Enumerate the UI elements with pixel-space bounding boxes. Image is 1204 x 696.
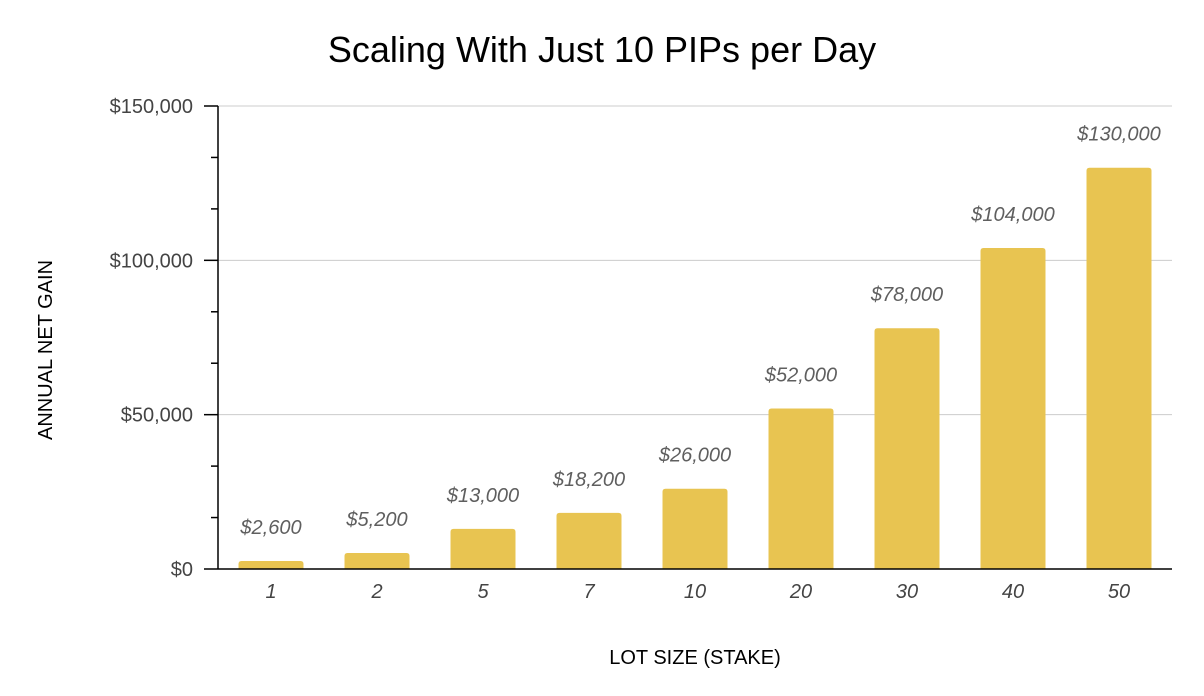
y-tick-label: $100,000	[110, 250, 193, 272]
bar	[768, 408, 834, 569]
x-tick-label: 5	[477, 581, 489, 603]
x-tick-label: 40	[1002, 581, 1024, 603]
y-tick-label: $150,000	[110, 96, 193, 118]
chart-title: Scaling With Just 10 PIPs per Day	[328, 29, 876, 70]
data-label: $130,000	[1076, 124, 1160, 146]
y-axis-title: ANNUAL NET GAIN	[35, 260, 57, 440]
bar	[344, 552, 410, 569]
data-label: $5,200	[345, 509, 407, 531]
data-label: $78,000	[870, 284, 943, 306]
labels: $0 $50,000 $100,000 $150,000 $2,600 1 $5,200 2 $…	[110, 96, 1161, 603]
data-label: $26,000	[658, 445, 731, 467]
bar	[238, 560, 304, 569]
x-tick-label: 1	[265, 581, 276, 603]
y-tick-label: $0	[171, 559, 193, 581]
bar	[450, 528, 516, 569]
x-axis-title: LOT SIZE (STAKE)	[609, 647, 781, 669]
axes	[204, 105, 1172, 570]
bar	[874, 328, 940, 569]
data-label: $18,200	[552, 469, 625, 491]
bar	[556, 512, 622, 569]
x-tick-label: 30	[896, 581, 918, 603]
x-tick-label: 20	[789, 581, 812, 603]
x-tick-label: 10	[684, 581, 706, 603]
bar	[980, 247, 1046, 569]
data-label: $13,000	[446, 485, 519, 507]
bars	[238, 167, 1152, 569]
y-tick-label: $50,000	[121, 405, 193, 427]
data-label: $2,600	[239, 517, 301, 539]
bar	[1086, 167, 1152, 569]
x-tick-label: 7	[583, 581, 595, 603]
bar	[662, 488, 728, 569]
x-tick-label: 2	[370, 581, 382, 603]
data-label: $104,000	[970, 204, 1054, 226]
x-tick-label: 50	[1108, 581, 1130, 603]
data-label: $52,000	[764, 364, 837, 386]
